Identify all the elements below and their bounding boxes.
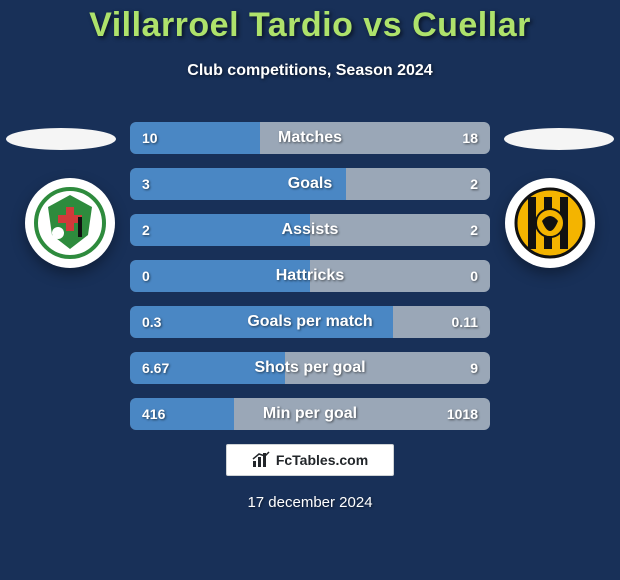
platform-left (6, 128, 116, 150)
chart-icon (252, 451, 270, 469)
stat-fill-left (130, 122, 260, 154)
stat-row: 6.679Shots per goal (130, 352, 490, 384)
team-badge-right (505, 178, 595, 268)
comparison-infographic: Villarroel Tardio vs Cuellar Club compet… (0, 0, 620, 580)
stat-row: 00Hattricks (130, 260, 490, 292)
stat-fill-left (130, 168, 346, 200)
stat-fill-right (310, 214, 490, 246)
brand-text: FcTables.com (276, 452, 368, 468)
team-badge-left (25, 178, 115, 268)
stat-fill-left (130, 214, 310, 246)
stat-row: 4161018Min per goal (130, 398, 490, 430)
shield-icon (34, 187, 106, 259)
stat-row: 0.30.11Goals per match (130, 306, 490, 338)
stat-fill-right (260, 122, 490, 154)
stats-rows: 1018Matches 32Goals 22Assists 00Hattricks 0.… (130, 122, 490, 444)
stat-fill-right (393, 306, 490, 338)
stat-fill-left (130, 306, 393, 338)
stat-row: 32Goals (130, 168, 490, 200)
stat-fill-left (130, 352, 285, 384)
stat-fill-right (234, 398, 490, 430)
page-subtitle: Club competitions, Season 2024 (0, 62, 620, 80)
brand-badge: FcTables.com (226, 444, 394, 476)
stat-row: 22Assists (130, 214, 490, 246)
stat-fill-left (130, 260, 310, 292)
stat-fill-right (310, 260, 490, 292)
stat-fill-right (285, 352, 490, 384)
platform-right (504, 128, 614, 150)
date-text: 17 december 2024 (0, 494, 620, 511)
shield-icon (514, 187, 586, 259)
page-title: Villarroel Tardio vs Cuellar (0, 6, 620, 45)
stat-fill-left (130, 398, 234, 430)
stat-row: 1018Matches (130, 122, 490, 154)
stat-fill-right (346, 168, 490, 200)
